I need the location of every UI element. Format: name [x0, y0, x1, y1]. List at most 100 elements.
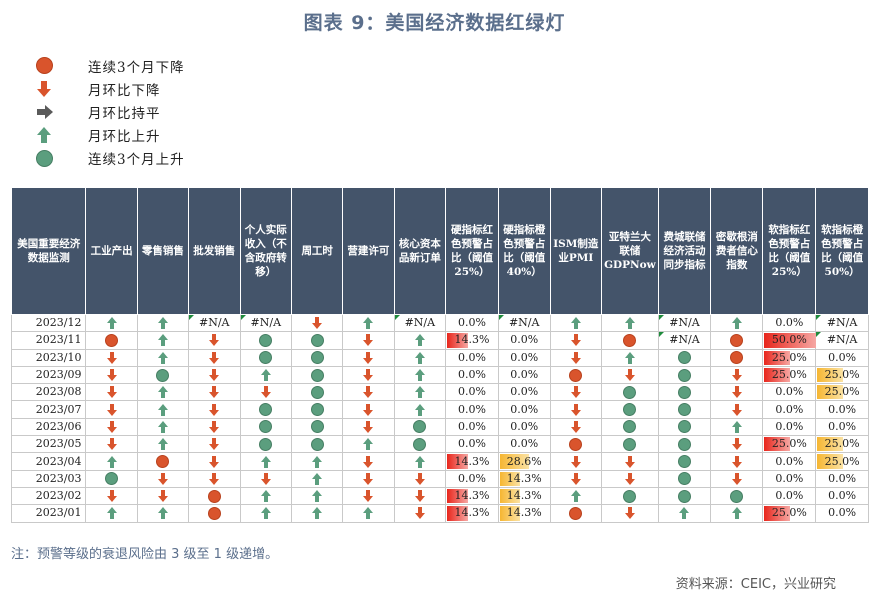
red-arrow-down-icon [570, 455, 581, 468]
table-row: 2023/08 0.0% 0.0% 0.0% 25.0% [10, 383, 869, 402]
signal-cell [710, 435, 764, 454]
green-arrow-up-icon [624, 351, 635, 364]
red-circle-icon [207, 506, 221, 520]
percent-value: 25.0% [771, 437, 807, 451]
signal-cell [187, 348, 241, 367]
signal-cell [85, 365, 138, 385]
green-arrow-up-icon [260, 369, 271, 382]
percent-value: 25.0% [824, 368, 860, 382]
table-row: 2023/05 0.0% 0.0% 25.0% 25.0% [10, 435, 869, 454]
table-row: 2023/11 14.3% 0.0% #N/A 50.0% #N/A [10, 331, 869, 350]
green-circle-icon [259, 333, 273, 347]
percent-bar [447, 488, 468, 504]
percent-cell: 28.6% [497, 452, 551, 471]
row-date: 2023/07 [10, 400, 87, 419]
signal-cell [85, 486, 138, 506]
signal-cell [601, 313, 659, 333]
table-row: 2023/10 0.0% 0.0% 25.0% 0.0% [10, 348, 869, 367]
green-circle-icon [259, 420, 273, 434]
red-arrow-down-icon [570, 386, 581, 399]
green-arrow-up-icon [363, 317, 374, 330]
signal-cell [291, 452, 344, 471]
green-arrow-up-icon [731, 420, 742, 433]
signal-cell [342, 486, 395, 506]
percent-bar [764, 437, 791, 452]
column-header: 零售销售 [136, 187, 189, 315]
percent-value: 14.3% [454, 506, 490, 520]
signal-cell [549, 383, 603, 402]
green-arrow-up-icon [157, 386, 168, 399]
na-cell: #N/A [657, 331, 712, 350]
percent-cell: 0.0% [497, 417, 551, 437]
signal-cell [601, 417, 659, 437]
column-header: 硬指标红色预警占比（阈值25%） [445, 187, 499, 315]
percent-cell: 25.0% [815, 365, 869, 385]
red-circle-icon [623, 333, 637, 347]
percent-cell: 0.0% [762, 313, 817, 333]
percent-cell: 25.0% [762, 435, 817, 454]
signal-cell [291, 486, 344, 506]
percent-value: 0.0% [510, 419, 539, 433]
column-header: 营建许可 [342, 187, 395, 315]
signal-cell [85, 348, 138, 367]
green-arrow-up-icon [363, 438, 374, 451]
green-circle-icon [623, 420, 637, 434]
percent-value: 25.0% [771, 506, 807, 520]
signal-cell [187, 504, 241, 523]
percent-value: 0.0% [510, 385, 539, 399]
signal-cell [549, 469, 603, 488]
percent-cell: 0.0% [497, 383, 551, 402]
column-header: 费城联储经济活动同步指标 [657, 187, 712, 315]
percent-value: 0.0% [510, 368, 539, 382]
red-circle-icon [730, 351, 744, 365]
percent-value: 0.0% [828, 489, 857, 503]
signal-cell [710, 400, 764, 419]
red-arrow-down-icon [209, 420, 220, 433]
percent-bar [447, 333, 468, 348]
red-arrow-down-icon [209, 403, 220, 416]
percent-cell: 0.0% [445, 348, 499, 367]
red-arrow-down-icon [363, 386, 374, 399]
green-arrow-up-icon [414, 386, 425, 399]
red-circle-icon [36, 57, 53, 75]
percent-value: 14.3% [454, 489, 490, 503]
legend-item: 连续3个月下降 [34, 54, 185, 77]
green-circle-icon [623, 489, 637, 503]
red-arrow-down-icon [106, 403, 117, 416]
signal-cell [239, 452, 293, 471]
signal-cell [342, 469, 395, 488]
red-arrow-down-icon [157, 490, 168, 503]
green-arrow-up-icon [679, 507, 690, 520]
green-circle-icon [677, 489, 691, 503]
percent-value: 25.0% [824, 454, 860, 468]
table-row: 2023/09 0.0% 0.0% 25.0% 25.0% [10, 365, 869, 385]
signal-cell [657, 383, 712, 402]
red-arrow-down-icon [363, 455, 374, 468]
red-circle-icon [207, 489, 221, 503]
signal-cell [393, 331, 447, 350]
green-circle-icon [677, 437, 691, 451]
percent-cell: 0.0% [445, 469, 499, 488]
percent-value: 25.0% [824, 385, 860, 399]
signal-cell [393, 365, 447, 385]
percent-cell: 0.0% [445, 313, 499, 333]
signal-cell [393, 435, 447, 454]
percent-cell: 0.0% [762, 383, 817, 402]
green-arrow-up-icon [312, 507, 323, 520]
percent-value: 0.0% [775, 419, 804, 433]
percent-bar [817, 454, 844, 469]
red-arrow-down-icon [106, 369, 117, 382]
percent-value: 0.0% [510, 333, 539, 347]
table-row: 2023/12 #N/A #N/A #N/A 0.0% #N/A #N/A 0.0% #N/A [10, 313, 869, 333]
percent-value: 0.0% [775, 489, 804, 503]
signal-cell [291, 348, 344, 367]
signal-cell [549, 365, 603, 385]
percent-cell: 25.0% [762, 365, 817, 385]
signal-cell [710, 504, 764, 523]
green-arrow-up-icon [157, 334, 168, 347]
signal-cell [187, 331, 241, 350]
green-circle-icon [156, 368, 170, 382]
column-header: 密歇根消费者信心指数 [710, 187, 764, 315]
signal-cell [710, 417, 764, 437]
signal-cell [136, 313, 189, 333]
